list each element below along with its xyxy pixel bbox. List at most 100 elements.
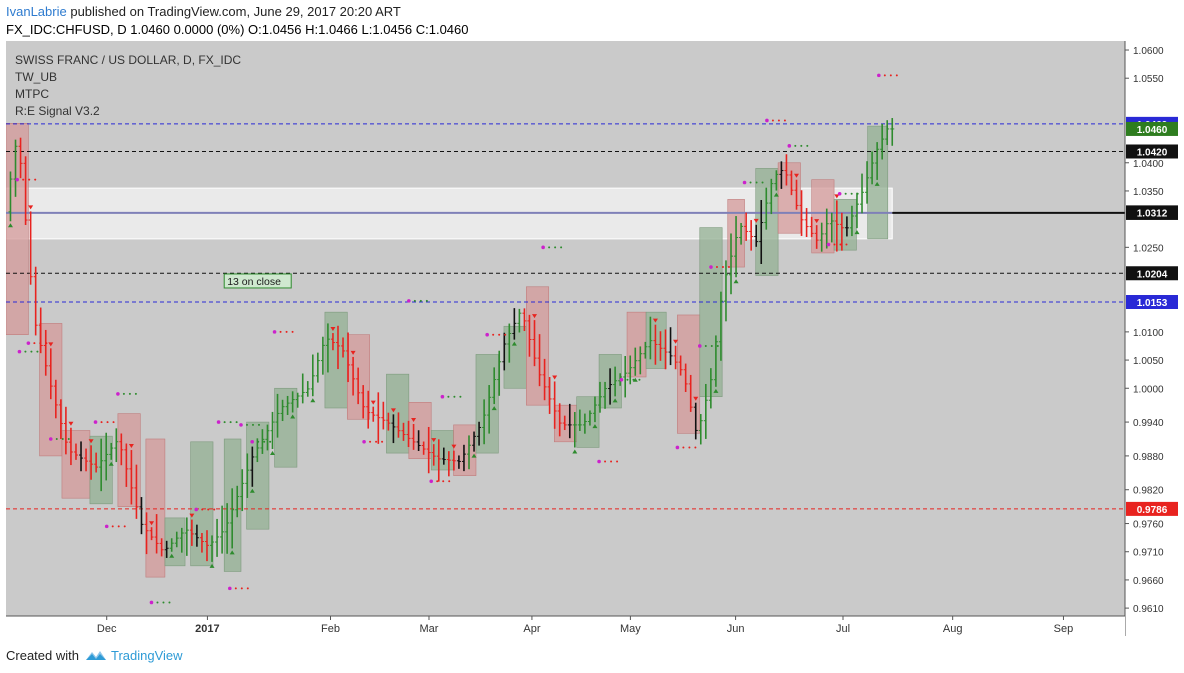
signal-dot-trail — [883, 74, 886, 77]
range-box-bear — [6, 123, 29, 336]
signal-dot — [742, 180, 747, 185]
signal-dot-trail — [771, 119, 774, 122]
price-tick-label: 0.9880 — [1133, 452, 1164, 463]
time-axis[interactable]: Dec 2017 Feb Mar Apr May Jun Jul Aug Sep — [97, 616, 1073, 635]
signal-arrow-up — [491, 406, 497, 411]
signal-dot — [787, 144, 792, 148]
signal-dot-trail — [610, 460, 613, 463]
signal-dot-trail — [783, 119, 786, 122]
signal-arrow-up — [632, 377, 638, 382]
signal-dot-trail — [67, 437, 70, 440]
signal-dot-trail — [33, 342, 36, 345]
price-tag-label: 1.0460 — [1137, 125, 1168, 136]
signal-dot-trail — [112, 421, 115, 424]
price-tag-label: 0.9786 — [1137, 505, 1168, 516]
signal-arrow-down — [28, 205, 34, 210]
signal-arrow-down — [532, 314, 538, 319]
signal-dot-trail — [30, 350, 33, 353]
signal-dot-trail — [134, 392, 137, 395]
signal-dot-trail — [459, 395, 462, 398]
signal-dot-trail — [448, 480, 451, 483]
signal-arrow-down — [350, 350, 356, 355]
signal-arrow-down — [411, 418, 417, 423]
signal-dot — [216, 420, 221, 424]
signal-arrow-up — [733, 279, 739, 284]
legend-indicator[interactable]: R:E Signal V3.2 — [15, 104, 100, 118]
signal-dot — [194, 507, 199, 512]
price-tick-label: 0.9710 — [1133, 548, 1164, 559]
signal-dot-trail — [777, 119, 780, 122]
signal-arrow-down — [794, 173, 800, 178]
signal-arrow-up — [269, 450, 275, 455]
signal-dot — [17, 349, 22, 354]
signal-dot — [250, 440, 254, 444]
price-tick-label: 0.9610 — [1133, 604, 1164, 615]
signal-arrow-down — [753, 218, 759, 223]
legend-indicator[interactable]: MTPC — [15, 87, 49, 101]
time-tick-label: Feb — [321, 623, 340, 635]
signal-dot — [149, 600, 154, 605]
signal-dot-trail — [604, 460, 607, 463]
signal-arrow-up — [592, 424, 598, 429]
signal-arrow-down — [48, 342, 54, 347]
signal-arrow-up — [773, 192, 779, 197]
signal-dot-trail — [761, 181, 764, 184]
signal-dot-trail — [800, 144, 803, 147]
signal-dot-trail — [24, 350, 27, 353]
author-link[interactable]: IvanLabrie — [6, 4, 67, 19]
signal-dot-trail — [436, 480, 439, 483]
signal-dot-trail — [122, 392, 125, 395]
range-box-bull — [475, 354, 499, 454]
price-tag — [1126, 501, 1178, 516]
signal-dot-trail — [845, 243, 848, 246]
legend-title: SWISS FRANC / US DOLLAR, D, FX_IDC — [15, 53, 241, 67]
signal-arrow-down — [149, 521, 155, 526]
signal-arrow-down — [814, 219, 820, 224]
signal-dot-trail — [45, 342, 48, 345]
signal-dot-trail — [626, 378, 629, 381]
signal-dot-trail — [715, 266, 718, 269]
tradingview-link[interactable]: TradingView — [110, 648, 183, 663]
signal-dot — [765, 118, 769, 123]
signal-dot-trail — [61, 437, 64, 440]
signal-dot-trail — [413, 299, 416, 302]
signal-dot-trail — [839, 243, 842, 246]
range-box-bull — [430, 430, 454, 471]
signal-arrow-up — [169, 553, 175, 558]
signal-arrow-up — [713, 388, 719, 393]
range-box-bear — [408, 402, 432, 460]
signal-dot-trail — [833, 243, 836, 246]
dots-layer — [15, 73, 898, 605]
signal-dot-trail — [207, 508, 210, 511]
signal-arrow-down — [693, 396, 699, 401]
signal-dot — [93, 420, 98, 424]
signal-arrow-down — [390, 408, 396, 413]
signal-dot-trail — [447, 395, 450, 398]
signal-arrow-up — [290, 414, 296, 419]
signal-dot-trail — [123, 525, 126, 528]
signal-dot — [429, 479, 434, 484]
chart[interactable]: 0.9610 0.9660 0.9710 0.9760 0.9820 0.9880 0.99… — [6, 41, 1179, 636]
signal-dot-trail — [716, 344, 719, 347]
signal-arrow-up — [471, 453, 477, 458]
signal-dot-trail — [755, 181, 758, 184]
legend-indicator[interactable]: TW_UB — [15, 70, 57, 84]
signal-dot-trail — [895, 74, 898, 77]
signal-dot — [675, 445, 680, 450]
signal-arrow-up — [209, 563, 215, 568]
signal-dot-trail — [560, 246, 563, 249]
signal-dot-trail — [28, 178, 31, 181]
price-axis[interactable]: 0.9610 0.9660 0.9710 0.9760 0.9820 0.9880 0.99… — [1125, 46, 1164, 615]
signal-dot-trail — [156, 601, 159, 604]
signal-dot-trail — [168, 601, 171, 604]
price-tag — [1126, 295, 1178, 310]
price-tags: 1.04691.04201.03111.02041.01530.97861.04… — [1126, 116, 1178, 516]
price-tag — [1126, 266, 1178, 281]
symbol-line: FX_IDC:CHFUSD, D 1.0460 0.0000 (0%) O:1.… — [6, 22, 469, 37]
price-tick-label: 0.9660 — [1133, 576, 1164, 587]
signal-dot-trail — [375, 440, 378, 443]
signal-dot-trail — [856, 192, 859, 195]
footer: Created with TradingView — [6, 648, 183, 663]
created-with-label: Created with — [6, 648, 79, 663]
signal-dot — [541, 245, 545, 250]
